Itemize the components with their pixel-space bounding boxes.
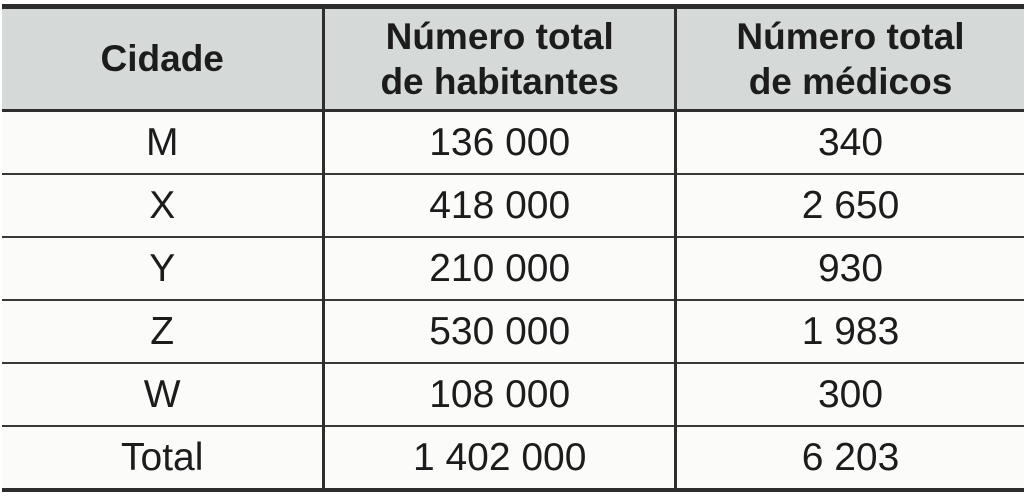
cell-doctors: 340 [673,110,1024,174]
table-row: M 136 000 340 [2,110,1024,174]
cell-city: Y [2,235,324,300]
cell-city: W [2,361,324,426]
cell-total-label: Total [2,424,324,490]
cell-inhabitants: 108 000 [322,361,676,426]
total-row: Total 1 402 000 6 203 [2,424,1024,490]
cell-city: X [2,173,324,237]
city-doctors-table: Cidade Número total de habitantes Número… [2,4,1024,492]
cell-city: M [2,110,324,174]
cell-inhabitants: 136 000 [322,110,676,174]
column-header-habitantes: Número total de habitantes [322,6,676,112]
table-row: W 108 000 300 [2,361,1024,426]
table-row: Z 530 000 1 983 [2,298,1024,363]
cell-inhabitants: 530 000 [322,298,676,363]
header-row: Cidade Número total de habitantes Número… [2,6,1024,112]
cell-total-inhabitants: 1 402 000 [322,424,676,490]
cell-inhabitants: 210 000 [322,235,676,300]
column-header-cidade: Cidade [2,6,324,112]
cell-doctors: 1 983 [673,298,1024,363]
cell-total-doctors: 6 203 [673,424,1024,490]
table-body: M 136 000 340 X 418 000 2 650 Y 210 000 … [2,110,1024,490]
cell-doctors: 930 [673,235,1024,300]
cell-doctors: 2 650 [673,173,1024,237]
cell-inhabitants: 418 000 [322,173,676,237]
cell-city: Z [2,298,324,363]
table-header: Cidade Número total de habitantes Número… [2,6,1024,112]
cell-doctors: 300 [673,361,1024,426]
table-row: X 418 000 2 650 [2,173,1024,237]
table-row: Y 210 000 930 [2,235,1024,300]
column-header-medicos: Número total de médicos [673,6,1024,112]
